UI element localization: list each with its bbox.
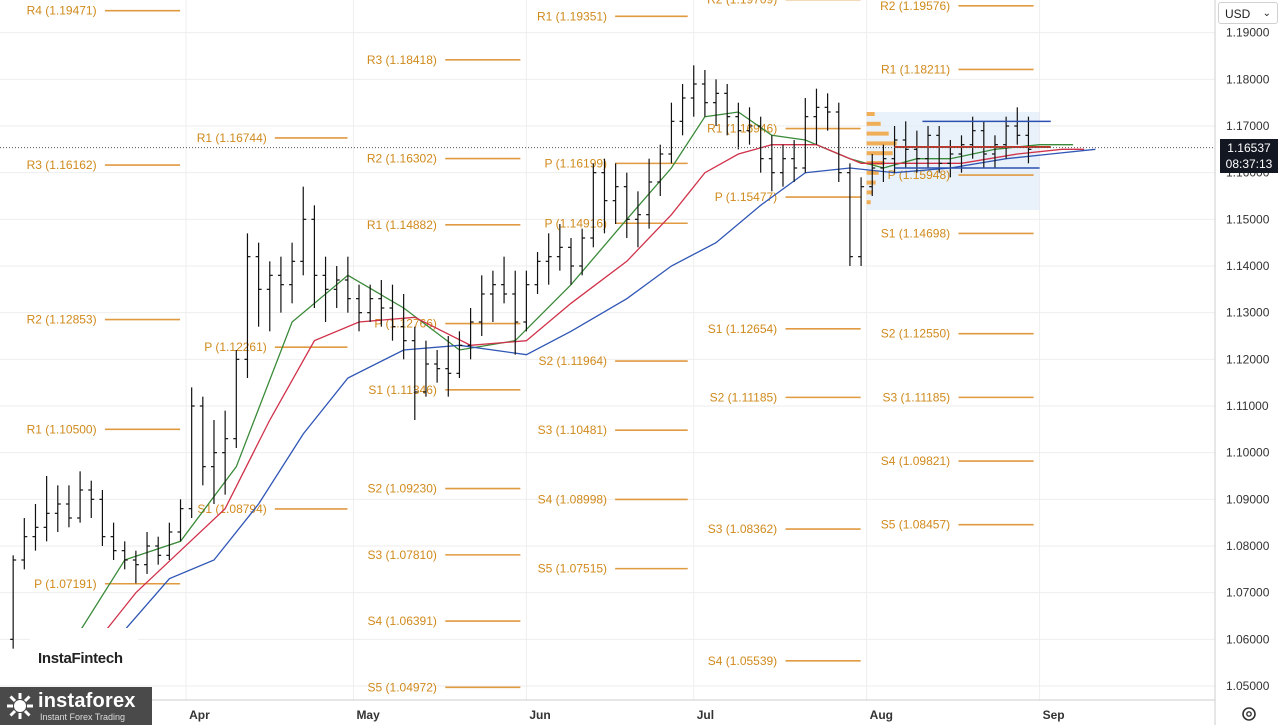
pivot-label: S1 (1.08794) — [197, 502, 266, 516]
pivot-label: R3 (1.18418) — [367, 53, 437, 67]
time-axis-tick: Jul — [697, 708, 714, 722]
time-axis-tick: Apr — [189, 708, 210, 722]
brand-banner: instaforex Instant Forex Trading — [0, 687, 152, 725]
time-axis-tick: Sep — [1043, 708, 1065, 722]
pivot-label: S5 (1.07515) — [538, 562, 607, 576]
pivot-label: S2 (1.11964) — [539, 354, 608, 368]
price-axis-tick: 1.18000 — [1226, 72, 1270, 86]
brand-tagline: Instant Forex Trading — [40, 712, 126, 722]
pivot-label: P (1.16199) — [545, 156, 608, 170]
pivot-label: S3 (1.08362) — [708, 522, 777, 536]
pivot-label: S2 (1.12550) — [881, 327, 950, 341]
time-axis-tick: May — [356, 708, 380, 722]
pivot-label: R2 (1.19709) — [707, 0, 777, 7]
pivot-label: S5 (1.08457) — [881, 518, 950, 532]
time-axis-tick: Jun — [529, 708, 550, 722]
moving-average-line — [124, 148, 1096, 631]
pivot-label: R2 (1.19576) — [880, 0, 950, 13]
pivot-label: S2 (1.09230) — [368, 482, 437, 496]
pivot-label: R1 (1.16946) — [707, 122, 777, 136]
pivot-label: S3 (1.10481) — [538, 423, 607, 437]
pivot-label: R1 (1.10500) — [27, 422, 97, 436]
watermark-text: InstaFintech — [38, 650, 123, 667]
price-axis-tick: 1.12000 — [1226, 352, 1270, 366]
volume-profile-bar — [866, 121, 881, 126]
brand-logo-icon — [7, 693, 33, 719]
pivot-label: P (1.14916) — [545, 216, 608, 230]
price-axis-tick: 1.19000 — [1226, 26, 1270, 40]
pivot-label: R1 (1.14882) — [367, 218, 437, 232]
brand-name: instaforex — [38, 690, 136, 712]
pivot-label: S4 (1.06391) — [368, 614, 437, 628]
price-axis-tick: 1.08000 — [1226, 539, 1270, 553]
pivot-label: S4 (1.05539) — [708, 654, 777, 668]
price-axis-tick: 1.17000 — [1226, 119, 1270, 133]
volume-profile-bar — [866, 200, 871, 205]
settings-gear-icon[interactable] — [1240, 705, 1258, 723]
pivot-label: P (1.12261) — [204, 340, 267, 354]
price-axis-tick: 1.11000 — [1226, 399, 1269, 413]
volume-profile-bar — [866, 112, 875, 116]
watermark-logo: InstaFintech — [30, 628, 138, 674]
pivot-label: S4 (1.08998) — [538, 492, 607, 506]
volume-profile-bar — [866, 141, 897, 146]
pivot-label: S1 (1.11346) — [368, 383, 437, 397]
chevron-down-icon: ⌄ — [1262, 8, 1271, 19]
pivot-label: S2 (1.11185) — [710, 390, 778, 404]
pivot-label: S3 (1.07810) — [368, 548, 437, 562]
currency-label: USD — [1225, 7, 1251, 21]
pivot-label: S4 (1.09821) — [881, 454, 950, 468]
pivot-label: R2 (1.12853) — [27, 313, 97, 327]
pivot-label: P (1.07191) — [34, 577, 97, 591]
price-axis-tick: 1.14000 — [1226, 259, 1270, 273]
countdown-timer: 08:37:13 — [1225, 157, 1273, 171]
price-axis-tick: 1.15000 — [1226, 212, 1270, 226]
moving-average-line — [90, 144, 1085, 650]
volume-profile-bar — [866, 151, 893, 156]
pivot-label: R4 (1.19471) — [27, 4, 97, 18]
time-axis-tick: Aug — [870, 708, 893, 722]
pivot-label: S1 (1.12654) — [708, 322, 777, 336]
pivot-label: R1 (1.18211) — [881, 62, 950, 76]
pivot-label: R1 (1.16744) — [197, 131, 267, 145]
volume-profile-bar — [866, 180, 876, 185]
volume-profile-area — [866, 112, 1040, 210]
pivot-label: P (1.15477) — [715, 190, 778, 204]
price-axis-tick: 1.10000 — [1226, 446, 1270, 460]
price-axis-tick: 1.13000 — [1226, 306, 1270, 320]
pivot-label: S3 (1.11185) — [883, 390, 951, 404]
pivot-label: R2 (1.16302) — [367, 152, 437, 166]
price-axis-tick: 1.09000 — [1226, 492, 1270, 506]
pivot-label: R1 (1.19351) — [537, 9, 607, 23]
pivot-label: S1 (1.14698) — [881, 226, 950, 240]
pivot-label: S5 (1.04972) — [368, 680, 437, 694]
pivot-label: R3 (1.16162) — [27, 158, 97, 172]
volume-profile-bar — [866, 190, 873, 195]
price-axis-tick: 1.07000 — [1226, 586, 1270, 600]
currency-select-button[interactable]: USD ⌄ — [1218, 2, 1278, 24]
current-price-tag: 1.16537 08:37:13 — [1220, 139, 1278, 173]
volume-profile-bar — [866, 131, 889, 136]
price-axis-tick: 1.06000 — [1226, 632, 1270, 646]
price-axis-tick: 1.05000 — [1226, 679, 1270, 693]
current-price-value: 1.16537 — [1227, 141, 1271, 155]
